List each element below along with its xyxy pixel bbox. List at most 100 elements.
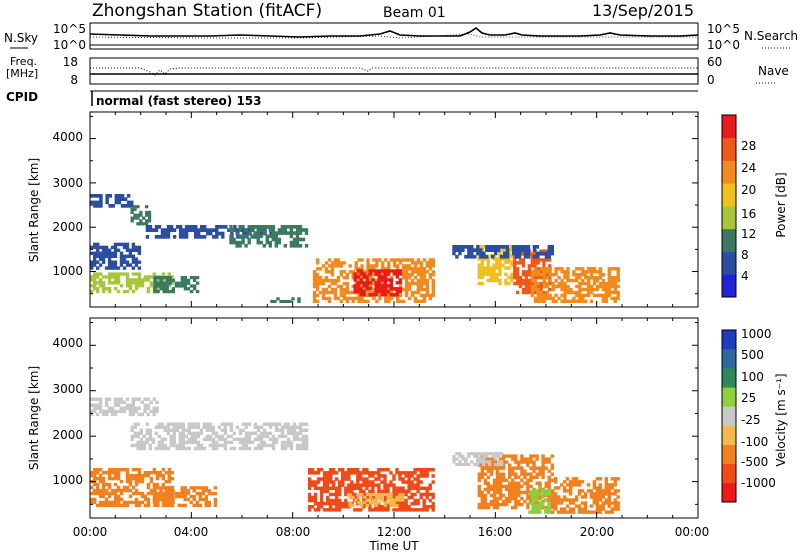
- velocity-echo-cell: [157, 440, 161, 445]
- power-echo-cell: [492, 272, 496, 277]
- velocity-echo-cell: [554, 480, 558, 484]
- power-echo-cell: [122, 272, 127, 276]
- velocity-echo-cell: [319, 468, 324, 472]
- velocity-echo-cell: [383, 477, 387, 481]
- velocity-echo-cell: [101, 471, 106, 475]
- velocity-echo-cell: [128, 479, 133, 484]
- power-echo-cell: [479, 251, 483, 256]
- power-echo-cell: [215, 231, 219, 236]
- velocity-echo-cell: [183, 494, 187, 499]
- nsky-tick-high: 10^5: [53, 22, 86, 36]
- velocity-echo-cell: [130, 425, 134, 429]
- velocity-echo-cell: [398, 477, 402, 481]
- power-echo-cell: [289, 225, 294, 229]
- velocity-echo-cell: [172, 443, 176, 448]
- velocity-echo-cell: [383, 483, 387, 487]
- power-echo-cell: [410, 278, 415, 283]
- velocity-echo-cell: [319, 492, 324, 497]
- power-echo-cell: [592, 278, 597, 283]
- velocity-echo-cell: [401, 486, 405, 490]
- power-echo-cell: [292, 225, 297, 229]
- velocity-echo-cell: [98, 400, 103, 404]
- power-echo-cell: [393, 261, 397, 265]
- velocity-echo-cell: [598, 489, 602, 493]
- velocity-echo-cell: [165, 494, 169, 499]
- power-echo-cell: [360, 284, 364, 289]
- power-echo-cell: [318, 290, 323, 295]
- velocity-echo-cell: [199, 443, 204, 448]
- velocity-echo-cell: [107, 471, 112, 475]
- power-echo-cell: [180, 281, 185, 285]
- power-echo-cell: [495, 275, 499, 280]
- velocity-echo-cell: [148, 431, 152, 435]
- power-echo-cell: [535, 254, 540, 259]
- velocity-echo-cell: [326, 474, 330, 478]
- power-echo-cell: [598, 276, 603, 280]
- velocity-echo-cell: [153, 497, 157, 502]
- power-echo-cell: [401, 258, 406, 262]
- velocity-echo-cell: [595, 477, 600, 481]
- velocity-echo-cell: [99, 500, 103, 505]
- power-echo-cell: [550, 251, 554, 256]
- power-echo-cell: [554, 299, 558, 303]
- velocity-echo-cell: [313, 492, 318, 497]
- velocity-echo-cell: [395, 498, 399, 502]
- velocity-echo-cell: [244, 437, 249, 442]
- power-echo-cell: [351, 299, 355, 303]
- velocity-echo-cell: [598, 498, 602, 502]
- velocity-echo-cell: [253, 437, 258, 442]
- velocity-echo-cell: [316, 468, 321, 472]
- velocity-echo-cell: [407, 477, 411, 481]
- power-echo-cell: [545, 284, 549, 289]
- velocity-echo-cell: [489, 472, 494, 476]
- velocity-echo-cell: [383, 480, 387, 484]
- velocity-echo-cell: [523, 460, 527, 464]
- power-echo-cell: [298, 244, 303, 248]
- velocity-echo-cell: [495, 466, 500, 470]
- velocity-echo-cell: [332, 508, 336, 512]
- velocity-echo-cell: [477, 487, 481, 492]
- power-echo-cell: [134, 281, 139, 285]
- power-echo-cell: [357, 293, 361, 298]
- velocity-echo-cell: [178, 422, 182, 426]
- velocity-echo-cell: [183, 486, 187, 490]
- velocity-echo-cell: [574, 498, 579, 502]
- velocity-echo-cell: [196, 425, 201, 429]
- power-echo-cell: [218, 231, 222, 236]
- velocity-echo-cell: [495, 505, 500, 510]
- power-echo-cell: [159, 281, 163, 285]
- velocity-echo-cell: [410, 495, 414, 500]
- velocity-echo-cell: [134, 397, 138, 401]
- velocity-echo-cell: [413, 501, 417, 506]
- velocity-echo-cell: [201, 497, 205, 502]
- power-echo-cell: [315, 287, 320, 292]
- power-echo-cell: [482, 254, 486, 259]
- velocity-echo-cell: [283, 422, 288, 426]
- power-echo-cell: [390, 290, 394, 295]
- power-echo-cell: [398, 272, 402, 276]
- velocity-echo-cell: [113, 503, 118, 508]
- power-echo-cell: [289, 231, 294, 235]
- velocity-echo-cell: [568, 486, 573, 490]
- power-echo-cell: [523, 251, 528, 256]
- power-echo-cell: [318, 267, 323, 271]
- velocity-echo-cell: [128, 406, 133, 410]
- power-echo-cell: [178, 235, 183, 239]
- power-echo-cell: [139, 210, 143, 214]
- velocity-echo-cell: [280, 446, 285, 451]
- velocity-echo-cell: [110, 503, 115, 508]
- power-echo-cell: [419, 281, 424, 286]
- velocity-echo-cell: [280, 428, 285, 432]
- power-echo-cell: [170, 281, 174, 285]
- power-echo-cell: [548, 273, 552, 277]
- velocity-echo-cell: [540, 495, 545, 499]
- power-echo-cell: [381, 267, 385, 271]
- power-echo-cell: [96, 245, 100, 250]
- velocity-echo-cell: [229, 422, 234, 426]
- power-echo-cell: [229, 225, 233, 229]
- velocity-echo-cell: [153, 489, 157, 493]
- power-echo-cell: [368, 281, 372, 285]
- velocity-echo-cell: [413, 468, 417, 472]
- velocity-echo-cell: [131, 403, 135, 407]
- velocity-echo-cell: [192, 497, 196, 502]
